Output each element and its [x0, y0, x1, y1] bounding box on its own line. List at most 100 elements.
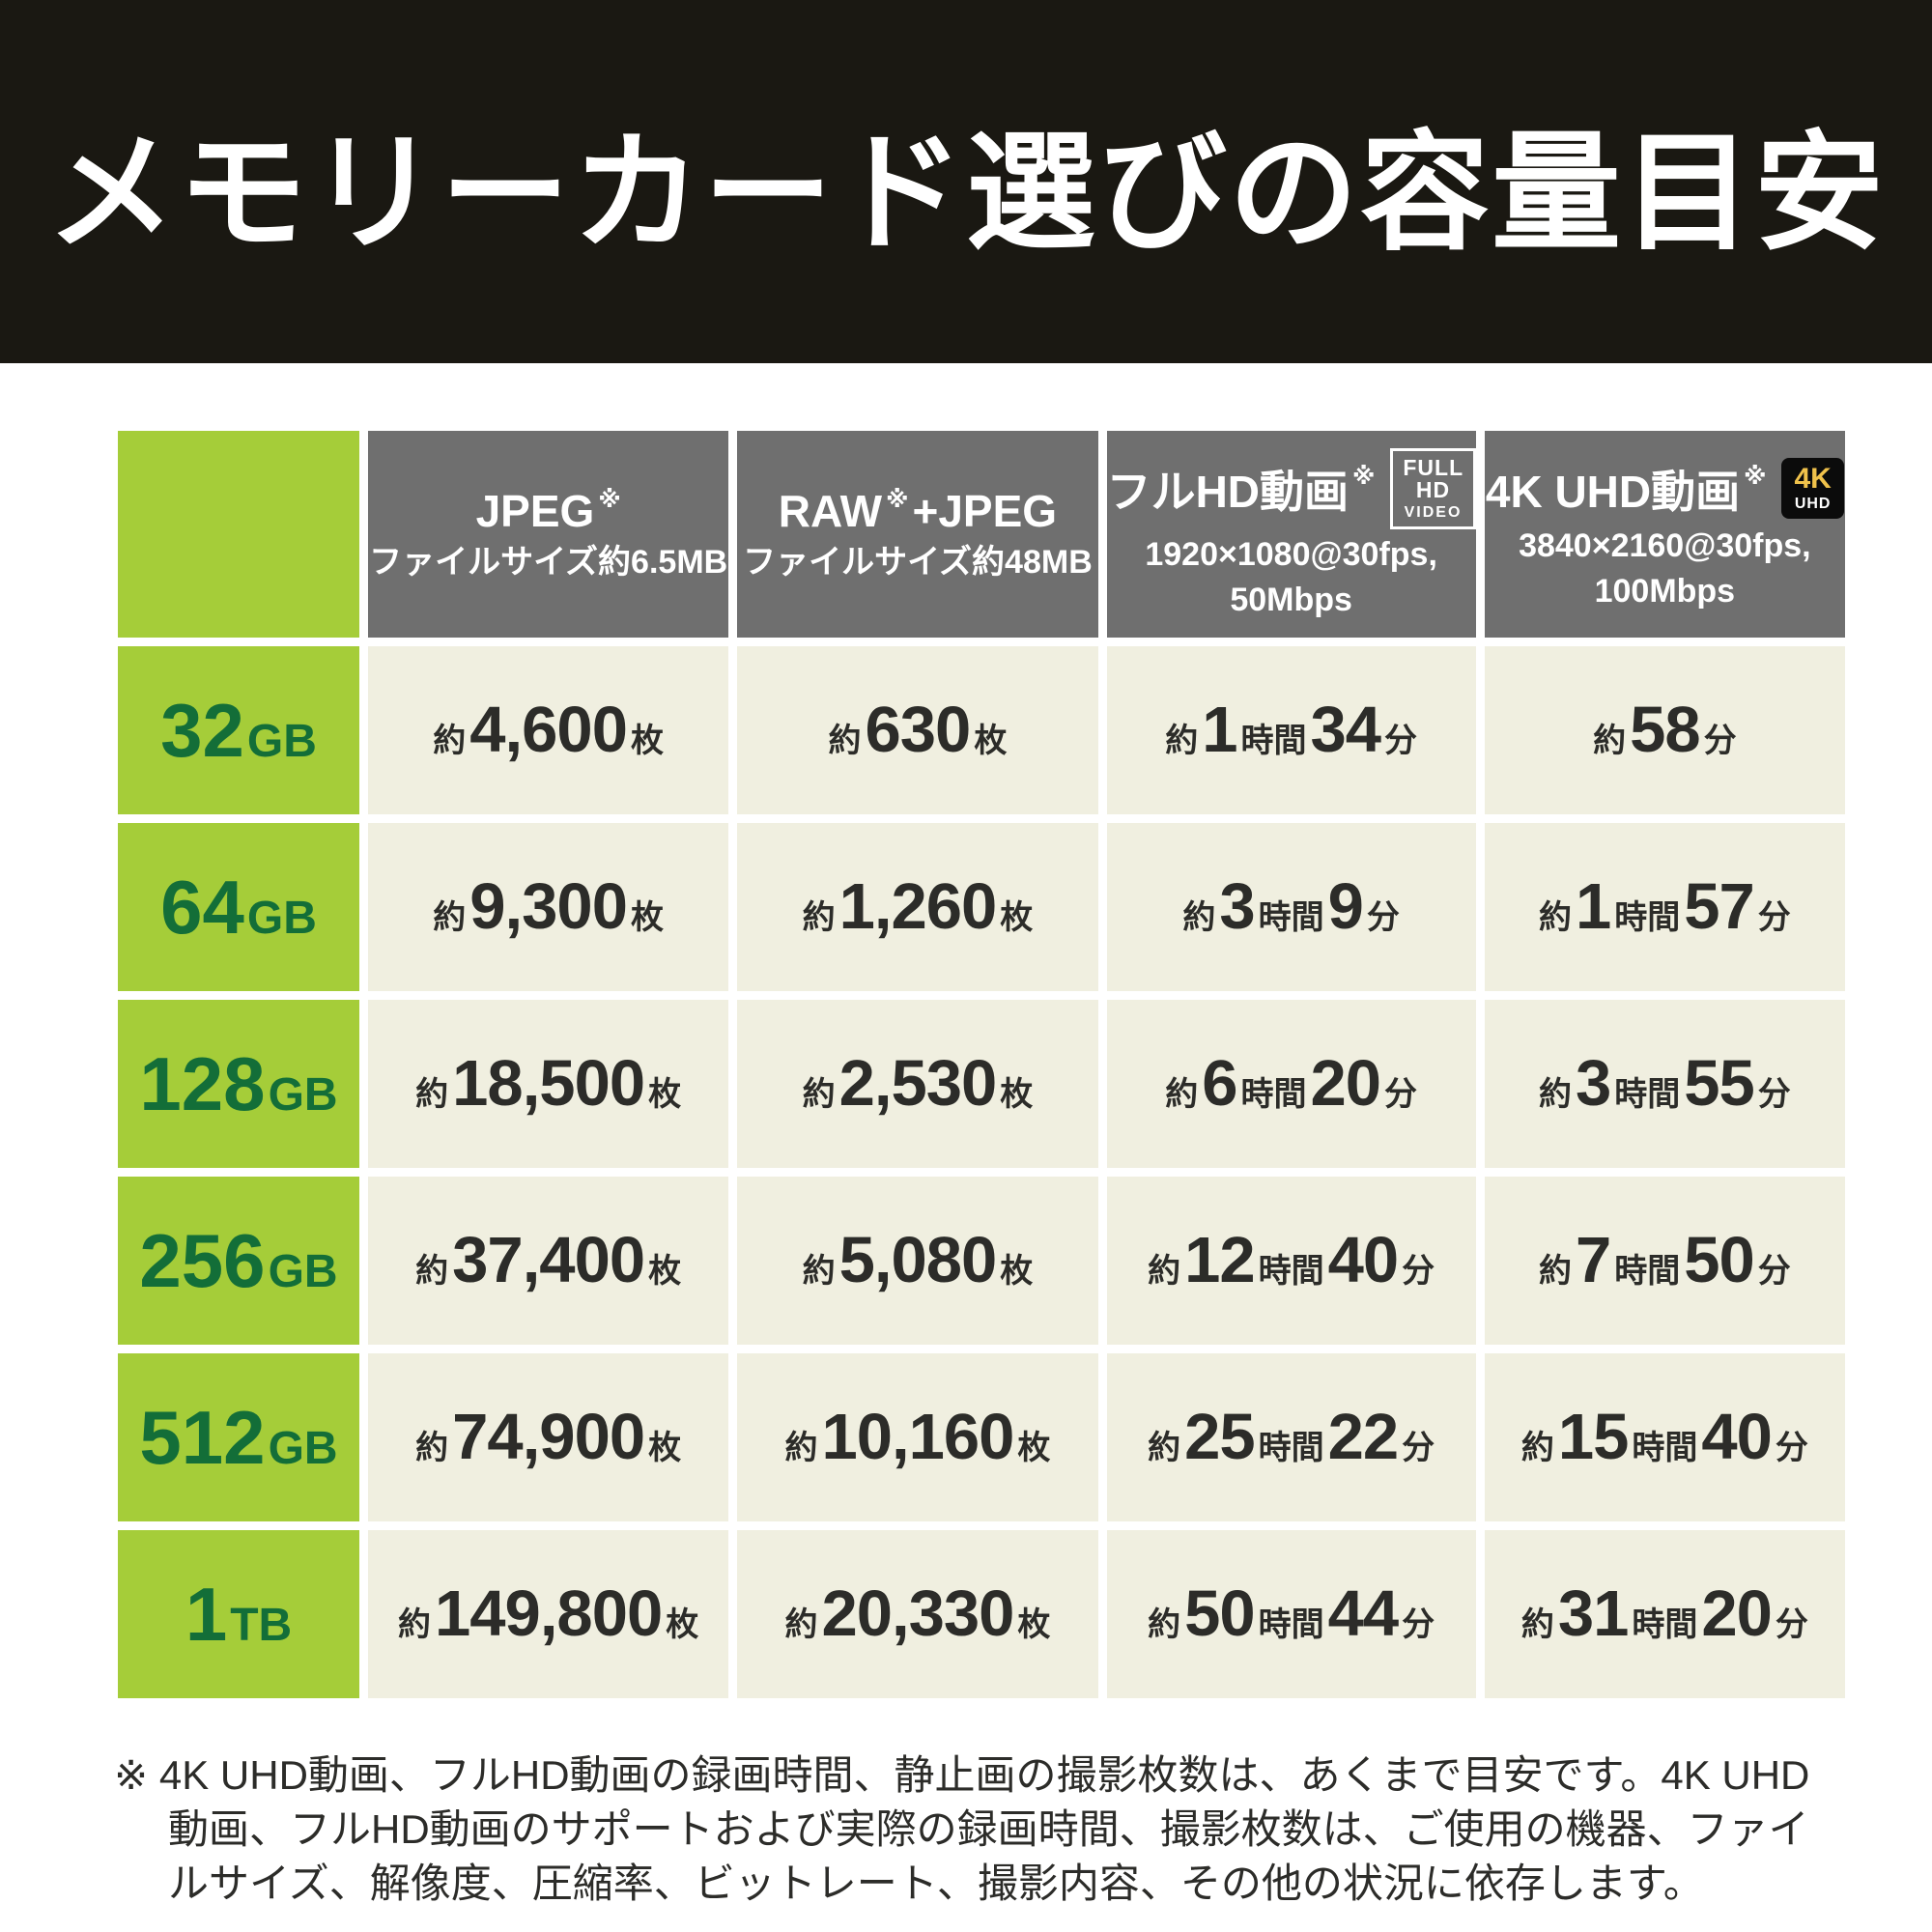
cell-value: 1 [1575, 870, 1611, 943]
4k-badge-bottom: UHD [1794, 496, 1832, 512]
cell-value: 58 [1630, 694, 1701, 766]
approx-label: 約 [1148, 1253, 1181, 1290]
cell-unit: 枚 [648, 1430, 682, 1466]
cell-1tb-raw-jpeg: 約20,330 枚 [737, 1530, 1098, 1698]
approx-label: 約 [1165, 1076, 1199, 1113]
cell-value: 12 [1184, 1224, 1256, 1296]
col-header-fullhd: フルHD動画 ※ FULL HD VIDEO 1920×1080@30fps, 50M… [1106, 431, 1476, 638]
approx-label: 約 [784, 1606, 818, 1643]
cell-unit: 時間 [1240, 1076, 1307, 1113]
cell-value: 4,600 [469, 694, 628, 766]
approx-label: 約 [415, 1430, 449, 1466]
col-header-4k-uhd-title-row: 4K UHD動画 ※ 4K UHD [1486, 457, 1844, 521]
approx-label: 約 [1538, 1076, 1572, 1113]
approx-label: 約 [1520, 1430, 1554, 1466]
cell-unit: 枚 [1000, 1076, 1034, 1113]
col-header-jpeg-suffix: +JPEG [912, 486, 1058, 537]
cell-unit: 時間 [1258, 899, 1324, 936]
cell-512gb-jpeg: 約74,900 枚 [368, 1353, 729, 1521]
cell-value-2: 55 [1684, 1047, 1755, 1120]
cell-value-2: 22 [1327, 1401, 1400, 1473]
col-header-raw-jpeg: RAW ※ +JPEG ファイルサイズ約48MB [737, 431, 1098, 638]
col-header-jpeg-title-row: JPEG ※ [476, 485, 621, 537]
cell-unit-2: 分 [1757, 1076, 1791, 1113]
4k-uhd-badge-icon: 4K UHD [1781, 458, 1844, 519]
cell-value: 1 [1202, 694, 1237, 766]
approx-label: 約 [1148, 1606, 1181, 1643]
col-header-4k-uhd: 4K UHD動画 ※ 4K UHD 3840×2160@30fps, 100Mbps [1484, 431, 1845, 638]
capacity-number: 64 [160, 865, 244, 950]
cell-value-2: 20 [1310, 1047, 1382, 1120]
cell-unit-2: 分 [1384, 723, 1418, 759]
cell-value-2: 34 [1310, 694, 1382, 766]
cell-256gb-fullhd: 約12 時間40 分 [1106, 1177, 1476, 1345]
cell-512gb-raw-jpeg: 約10,160 枚 [737, 1353, 1098, 1521]
cell-value: 37,400 [452, 1224, 645, 1296]
cell-unit: 時間 [1614, 899, 1681, 936]
cell-value-2: 9 [1327, 870, 1364, 943]
cell-unit: 時間 [1632, 1430, 1698, 1466]
cell-value: 15 [1557, 1401, 1630, 1473]
cell-64gb-fullhd: 約3 時間9 分 [1106, 823, 1476, 991]
col-header-jpeg-subtitle: ファイルサイズ約6.5MB [369, 544, 728, 582]
note-mark-icon: ※ [1352, 464, 1376, 490]
cell-value: 1,260 [838, 870, 998, 943]
col-header-jpeg: JPEG ※ ファイルサイズ約6.5MB [368, 431, 729, 638]
approx-label: 約 [1593, 723, 1627, 759]
cell-unit: 分 [1703, 723, 1737, 759]
cell-value-2: 50 [1684, 1224, 1755, 1296]
4k-badge-top: 4K [1794, 463, 1832, 495]
cell-value: 7 [1575, 1224, 1611, 1296]
approx-label: 約 [433, 723, 467, 759]
cell-value: 5,080 [838, 1224, 998, 1296]
capacity-unit: GB [268, 1423, 338, 1474]
cell-64gb-raw-jpeg: 約1,260 枚 [737, 823, 1098, 991]
cell-unit: 時間 [1258, 1606, 1324, 1643]
cell-value-2: 20 [1701, 1577, 1773, 1650]
cell-unit-2: 分 [1402, 1430, 1435, 1466]
cell-value: 50 [1184, 1577, 1256, 1650]
capacity-number: 512 [139, 1395, 266, 1480]
cell-unit-2: 分 [1757, 1253, 1791, 1290]
fullhd-badge-top: FULL HD [1403, 454, 1464, 502]
cell-unit-2: 分 [1757, 899, 1791, 936]
cell-value: 31 [1557, 1577, 1630, 1650]
cell-unit-2: 分 [1384, 1076, 1418, 1113]
cell-unit: 枚 [666, 1606, 699, 1643]
corner-cell [118, 431, 359, 638]
cell-value-2: 40 [1327, 1224, 1400, 1296]
col-header-jpeg-title: JPEG [475, 486, 595, 537]
cell-value: 10,160 [821, 1401, 1014, 1473]
cell-1tb-4k-uhd: 約31 時間20 分 [1484, 1530, 1845, 1698]
cell-256gb-raw-jpeg: 約5,080 枚 [737, 1177, 1098, 1345]
cell-unit-2: 分 [1775, 1606, 1808, 1643]
row-label-32gb: 32GB [118, 646, 359, 814]
cell-128gb-raw-jpeg: 約2,530 枚 [737, 1000, 1098, 1168]
capacity-unit: GB [246, 893, 317, 944]
cell-512gb-fullhd: 約25 時間22 分 [1106, 1353, 1476, 1521]
approx-label: 約 [415, 1253, 449, 1290]
cell-256gb-jpeg: 約37,400 枚 [368, 1177, 729, 1345]
col-header-4k-uhd-title: 4K UHD動画 [1485, 466, 1741, 517]
cell-value: 74,900 [452, 1401, 645, 1473]
fullhd-badge-bottom: VIDEO [1404, 503, 1463, 521]
col-header-fullhd-title: フルHD動画 [1106, 466, 1350, 517]
cell-64gb-jpeg: 約9,300 枚 [368, 823, 729, 991]
row-label-64gb: 64GB [118, 823, 359, 991]
cell-value: 6 [1202, 1047, 1237, 1120]
cell-unit: 枚 [974, 723, 1008, 759]
row-label-128gb: 128GB [118, 1000, 359, 1168]
fullhd-video-badge-icon: FULL HD VIDEO [1390, 447, 1476, 529]
cell-value: 149,800 [435, 1577, 663, 1650]
approx-label: 約 [802, 899, 836, 936]
title-banner: メモリーカード選びの容量目安 [0, 0, 1932, 363]
col-header-fullhd-subtitle-2: 50Mbps [1230, 582, 1352, 618]
cell-unit: 時間 [1614, 1076, 1681, 1113]
col-header-fullhd-title-row: フルHD動画 ※ FULL HD VIDEO [1106, 447, 1476, 529]
cell-64gb-4k-uhd: 約1 時間57 分 [1484, 823, 1845, 991]
cell-unit-2: 分 [1366, 899, 1400, 936]
col-header-4k-uhd-subtitle-1: 3840×2160@30fps, [1519, 526, 1811, 564]
cell-value: 3 [1575, 1047, 1611, 1120]
cell-1tb-fullhd: 約50 時間44 分 [1106, 1530, 1476, 1698]
col-header-raw-jpeg-subtitle: ファイルサイズ約48MB [743, 544, 1093, 582]
